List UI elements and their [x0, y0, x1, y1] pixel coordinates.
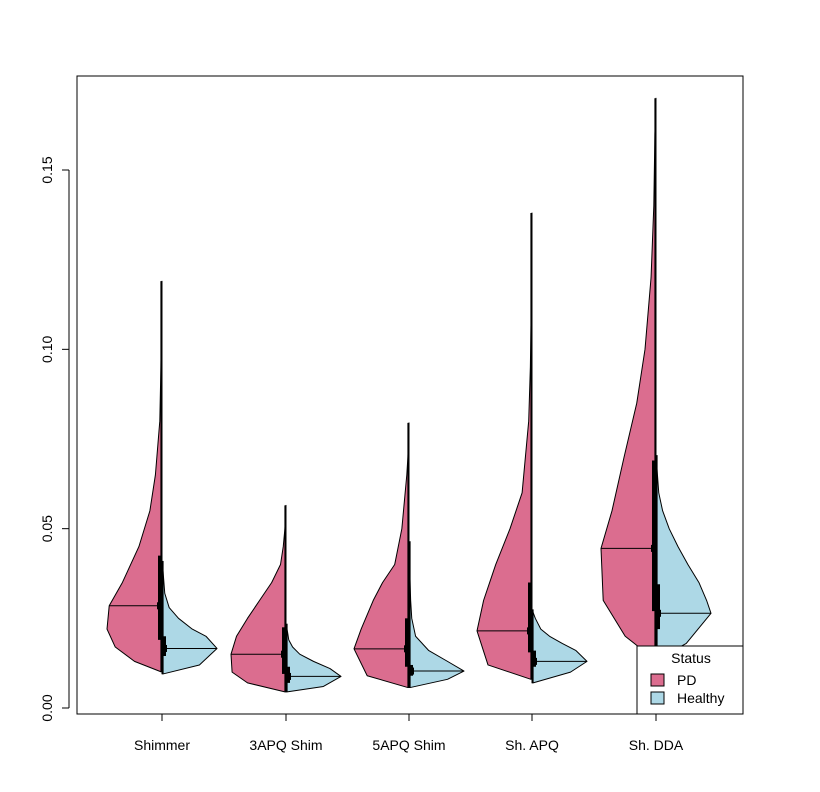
y-tick-label-1: 0.05 [39, 515, 55, 542]
y-tick-label-3: 0.15 [39, 156, 55, 183]
y-tick-label-2: 0.10 [39, 335, 55, 362]
x-tick-label-4: Sh. DDA [629, 737, 684, 753]
pd-violin-3apq-shim [230, 504, 287, 693]
x-axis: Shimmer 3APQ Shim 5APQ Shim Sh. APQ Sh. DDA [134, 713, 684, 753]
x-tick-label-0: Shimmer [134, 737, 190, 753]
legend: Status PD Healthy [636, 645, 744, 715]
healthy-violin-sh-apq [531, 608, 588, 684]
violins-layer [106, 97, 712, 693]
legend-title: Status [671, 650, 711, 666]
legend-label-pd: PD [677, 672, 696, 688]
pd-violin-shimmer [106, 280, 163, 673]
pd-violin-sh-apq [476, 212, 533, 680]
healthy-violin-shimmer [161, 560, 218, 675]
healthy-violin-3apq-shim [285, 623, 342, 693]
healthy-violin-5apq-shim [408, 540, 465, 689]
pd-violin-sh-dda [600, 97, 657, 661]
x-tick-label-3: Sh. APQ [505, 737, 559, 753]
legend-swatch-healthy [650, 691, 665, 705]
y-axis: 0.00 0.05 0.10 0.15 [39, 156, 70, 722]
x-tick-label-1: 3APQ Shim [249, 737, 322, 753]
y-tick-label-0: 0.00 [39, 694, 55, 721]
pd-violin-5apq-shim [353, 422, 410, 689]
healthy-violin-sh-dda [655, 454, 712, 661]
x-tick-label-2: 5APQ Shim [372, 737, 445, 753]
legend-label-healthy: Healthy [677, 690, 724, 706]
legend-swatch-pd [650, 673, 665, 687]
